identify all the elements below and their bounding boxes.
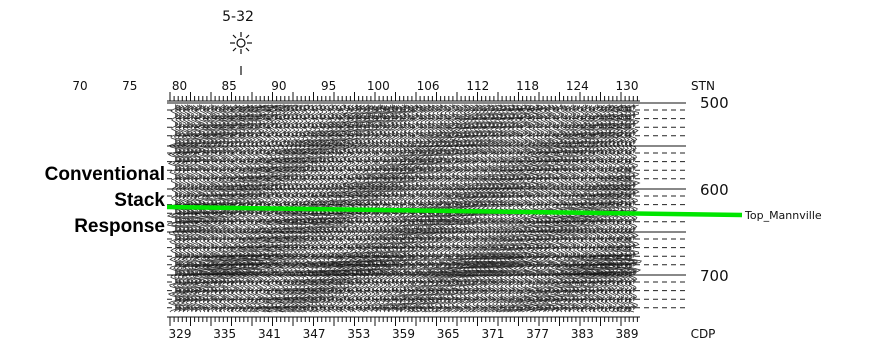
stn-tick-label: 106 [417,79,440,93]
horizon-line [166,204,743,218]
cdp-tick-label: 329 [169,327,192,341]
cdp-axis: 329 335 341 347 353 359 365 371 377 383 389 CDP [167,316,716,341]
stn-tick-label: 70 [72,79,87,93]
well-label: 5-32 [222,9,254,25]
stn-tick-label: 75 [122,79,137,93]
time-tick-600: 600 [700,181,729,199]
stn-axis-name: STN [691,79,715,93]
time-tick-500: 500 [700,94,729,112]
horizon-top-mannville: Top_Mannville [166,204,822,222]
cdp-tick-label: 383 [571,327,594,341]
time-tick-700: 700 [700,267,729,285]
horizon-label: Top_Mannville [744,209,822,222]
cdp-tick-label: 377 [526,327,549,341]
seismic-traces [166,102,686,313]
stn-tick-label: 95 [321,79,336,93]
side-label-line-2: Stack [114,190,165,211]
cdp-axis-name: CDP [691,327,716,341]
stn-tick-label: 130 [616,79,639,93]
cdp-tick-label: 365 [437,327,460,341]
cdp-tick-label: 359 [392,327,415,341]
side-label-line-1: Conventional [44,164,165,185]
cdp-tick-label: 347 [303,327,326,341]
side-label-line-3: Response [74,216,165,237]
side-label: Conventional Stack Response [0,162,165,240]
stn-tick-label: 85 [222,79,237,93]
well-symbol-icon [230,32,252,75]
time-axis: 500 600 700 [700,94,729,285]
stn-tick-label: 124 [566,79,589,93]
cdp-tick-label: 353 [347,327,370,341]
cdp-tick-label: 335 [213,327,236,341]
stn-tick-label: 100 [367,79,390,93]
cdp-tick-label: 371 [481,327,504,341]
stn-tick-label: 90 [271,79,286,93]
stn-tick-label: 112 [466,79,489,93]
stn-tick-label: 80 [172,79,187,93]
cdp-tick-label: 389 [616,327,639,341]
stn-axis: 70 75 80 85 90 95 100 106 112 118 124 130 STN [72,79,715,102]
stn-tick-label: 118 [516,79,539,93]
cdp-tick-label: 341 [258,327,281,341]
